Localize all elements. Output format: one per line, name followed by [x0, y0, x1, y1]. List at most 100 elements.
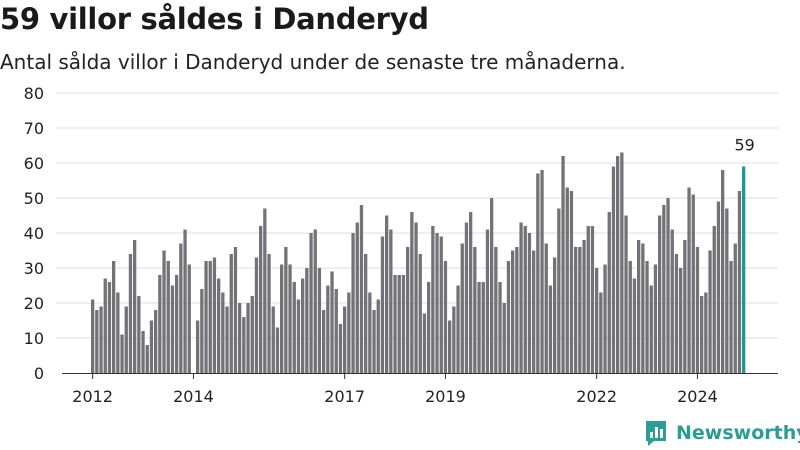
bar — [632, 278, 637, 373]
bar — [477, 282, 481, 373]
y-tick-label: 30 — [24, 259, 44, 278]
bar — [418, 254, 422, 373]
bar — [406, 247, 410, 373]
bar — [511, 250, 515, 373]
bar — [586, 226, 590, 373]
bar — [217, 278, 221, 373]
bar — [145, 345, 149, 373]
bar — [263, 208, 267, 373]
bar — [233, 247, 238, 373]
bar — [666, 198, 670, 373]
bar — [658, 215, 662, 373]
bar — [649, 285, 653, 373]
chart-subtitle: Antal sålda villor i Danderyd under de s… — [0, 50, 626, 74]
bar — [267, 254, 271, 373]
y-tick-label: 60 — [24, 154, 44, 173]
bar — [116, 292, 120, 373]
bar — [674, 254, 679, 373]
bar — [733, 243, 737, 373]
bar — [544, 243, 548, 373]
bar — [380, 236, 385, 373]
bar — [599, 292, 603, 373]
bar — [343, 306, 347, 373]
bar — [254, 257, 259, 373]
bar — [708, 250, 712, 373]
bar — [338, 324, 343, 373]
x-tick-label: 2019 — [425, 387, 466, 406]
bar — [653, 264, 658, 373]
y-tick-label: 40 — [24, 224, 44, 243]
y-tick-label: 80 — [24, 84, 44, 103]
bar — [259, 226, 263, 373]
bar — [309, 233, 313, 373]
bar — [494, 247, 498, 373]
bar — [305, 268, 309, 373]
bar — [481, 282, 485, 373]
bar — [616, 156, 620, 373]
bar — [208, 261, 212, 373]
bar — [716, 201, 721, 373]
bar — [170, 285, 175, 373]
bar — [569, 191, 574, 373]
bar — [296, 299, 301, 373]
x-tick-label: 2012 — [72, 387, 113, 406]
bar — [196, 320, 200, 373]
bar — [212, 257, 217, 373]
bar — [95, 310, 99, 373]
brand-name: Newsworthy — [676, 422, 800, 444]
bar — [103, 278, 107, 373]
bar — [112, 261, 116, 373]
bar — [347, 292, 351, 373]
bar — [120, 334, 124, 373]
bar — [372, 310, 376, 373]
bar — [124, 306, 128, 373]
bar — [221, 292, 225, 373]
bar — [317, 268, 322, 373]
bar — [238, 303, 242, 373]
bar — [393, 275, 397, 373]
y-tick-label: 0 — [34, 364, 44, 383]
bar — [725, 208, 729, 373]
bar — [351, 233, 355, 373]
bar — [385, 215, 389, 373]
bar — [473, 247, 477, 373]
bar — [557, 208, 561, 373]
bar — [611, 166, 616, 373]
bar — [527, 233, 532, 373]
bar — [275, 327, 280, 373]
bar — [179, 243, 183, 373]
x-tick-labels: 2012 2014 2017 2019 2022 2024 — [72, 373, 718, 406]
annotations: 59 — [734, 136, 754, 155]
bar — [448, 320, 452, 373]
y-tick-label: 20 — [24, 294, 44, 313]
y-tick-labels: 0 10 20 30 40 50 60 70 80 — [24, 84, 44, 383]
bar — [187, 264, 191, 373]
bar — [502, 303, 506, 373]
bar — [729, 261, 733, 373]
bar — [469, 212, 473, 373]
bar — [175, 275, 179, 373]
bar — [91, 299, 95, 373]
bar — [359, 205, 364, 373]
bar — [624, 215, 628, 373]
bar — [721, 170, 725, 373]
bar — [683, 240, 687, 373]
newsworthy-icon — [646, 421, 666, 446]
bar — [687, 187, 691, 373]
bar — [506, 261, 511, 373]
bar — [368, 292, 372, 373]
bar — [364, 254, 368, 373]
bar — [464, 222, 469, 373]
bar — [322, 310, 326, 373]
bar — [561, 156, 565, 373]
bar — [154, 310, 158, 373]
bar — [519, 222, 523, 373]
bar — [200, 289, 204, 373]
bar — [540, 170, 544, 373]
bar — [595, 268, 599, 373]
bar — [452, 306, 456, 373]
bar — [679, 268, 683, 373]
bar — [590, 226, 595, 373]
bar — [288, 264, 292, 373]
bar — [410, 212, 414, 373]
